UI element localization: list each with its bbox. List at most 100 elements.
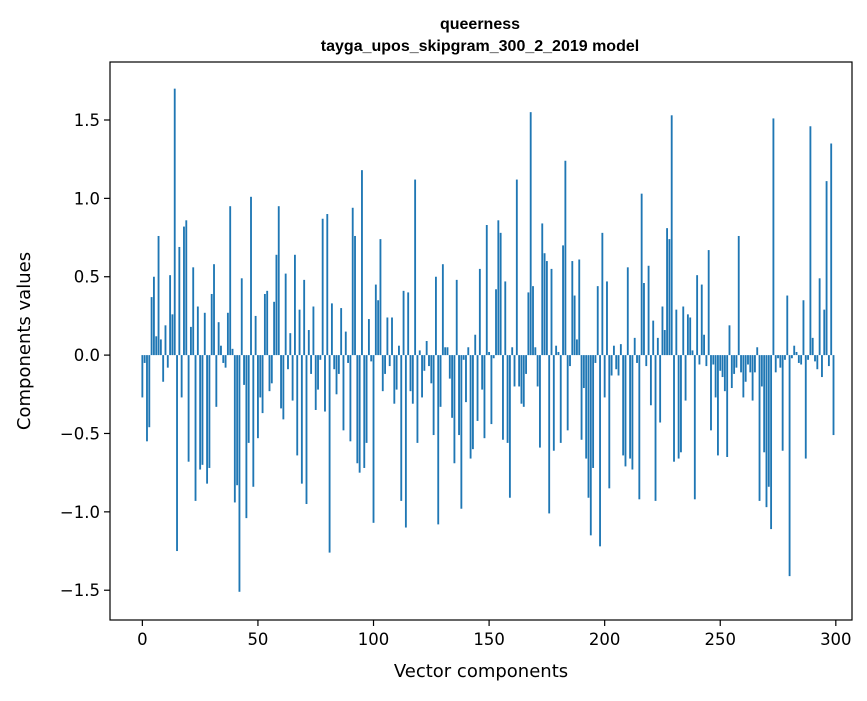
bar bbox=[585, 355, 588, 459]
bar bbox=[765, 355, 768, 508]
bar bbox=[411, 355, 414, 404]
bar bbox=[187, 355, 190, 462]
bar bbox=[645, 355, 648, 367]
bar bbox=[282, 355, 285, 420]
bar bbox=[599, 355, 601, 547]
bar bbox=[832, 355, 835, 436]
bar bbox=[259, 355, 262, 398]
bar bbox=[689, 317, 692, 356]
bar bbox=[437, 355, 440, 525]
bar bbox=[580, 355, 583, 440]
bar bbox=[578, 259, 581, 356]
y-tick-label: −1.0 bbox=[60, 503, 100, 522]
bar bbox=[307, 330, 310, 356]
bar bbox=[610, 355, 613, 376]
bar bbox=[633, 337, 636, 356]
bar bbox=[816, 355, 819, 370]
bar bbox=[194, 355, 197, 501]
bar bbox=[398, 345, 400, 356]
bar bbox=[344, 331, 347, 356]
bar bbox=[617, 355, 620, 376]
bar bbox=[622, 355, 625, 456]
bar bbox=[370, 355, 373, 362]
bar bbox=[159, 339, 162, 356]
bar bbox=[717, 355, 719, 456]
bar bbox=[737, 235, 740, 356]
bar bbox=[726, 355, 729, 457]
bar bbox=[719, 355, 722, 371]
bar bbox=[571, 261, 574, 356]
bar bbox=[143, 355, 146, 363]
bar bbox=[488, 351, 491, 356]
bar bbox=[451, 355, 454, 418]
bar bbox=[735, 355, 738, 368]
bar bbox=[601, 232, 604, 356]
bar bbox=[781, 355, 784, 451]
bar bbox=[573, 295, 576, 356]
bar bbox=[298, 309, 301, 356]
bar bbox=[777, 355, 779, 359]
bar bbox=[169, 275, 172, 356]
bar bbox=[668, 239, 671, 356]
bar bbox=[566, 355, 569, 431]
x-axis-label: Vector components bbox=[394, 661, 568, 682]
bar bbox=[520, 355, 523, 404]
bar bbox=[430, 355, 433, 384]
bar bbox=[504, 281, 507, 356]
bar bbox=[814, 355, 816, 362]
bar bbox=[157, 235, 160, 356]
bar bbox=[663, 330, 666, 356]
bar bbox=[483, 355, 486, 439]
bar bbox=[492, 355, 495, 359]
bar bbox=[562, 245, 564, 356]
bar bbox=[217, 322, 220, 356]
bar bbox=[439, 355, 442, 407]
bar bbox=[270, 355, 273, 384]
bar bbox=[700, 284, 703, 356]
bar bbox=[335, 355, 338, 395]
bar bbox=[797, 355, 800, 363]
bar bbox=[506, 355, 509, 443]
bar bbox=[545, 261, 548, 356]
bar bbox=[215, 355, 218, 407]
bar bbox=[261, 355, 264, 414]
bar bbox=[624, 355, 627, 467]
bar bbox=[795, 351, 798, 356]
chart-subtitle: tayga_upos_skipgram_300_2_2019 model bbox=[321, 38, 639, 55]
bar bbox=[740, 355, 742, 373]
y-tick-label: −0.5 bbox=[60, 424, 100, 443]
bar bbox=[317, 355, 319, 390]
bar bbox=[229, 206, 232, 356]
bar bbox=[594, 355, 597, 363]
bar bbox=[183, 226, 185, 356]
bar bbox=[710, 355, 712, 431]
bar bbox=[180, 355, 183, 398]
y-tick-label: 1.5 bbox=[74, 111, 100, 130]
bar bbox=[649, 355, 652, 406]
bar bbox=[377, 300, 380, 356]
bar bbox=[289, 333, 292, 356]
bar bbox=[421, 355, 423, 398]
bar bbox=[784, 355, 786, 360]
bar bbox=[203, 312, 206, 356]
bar bbox=[758, 355, 761, 501]
bar bbox=[548, 355, 551, 514]
bar bbox=[772, 118, 775, 356]
bar bbox=[603, 355, 606, 398]
bar bbox=[647, 265, 650, 356]
bar bbox=[608, 355, 611, 489]
bar bbox=[210, 293, 213, 356]
bar bbox=[146, 355, 148, 442]
bar bbox=[656, 337, 659, 356]
bar bbox=[275, 254, 278, 356]
bar bbox=[152, 276, 155, 356]
x-axis: 0 50 100 150 200 250 300 bbox=[137, 620, 852, 649]
chart-title: queerness bbox=[440, 16, 520, 33]
bar bbox=[684, 355, 687, 401]
bar bbox=[807, 355, 810, 360]
x-tick-label: 50 bbox=[247, 630, 268, 649]
bar bbox=[432, 355, 435, 436]
bar bbox=[266, 290, 269, 356]
bar bbox=[592, 355, 595, 468]
bar bbox=[576, 339, 578, 356]
